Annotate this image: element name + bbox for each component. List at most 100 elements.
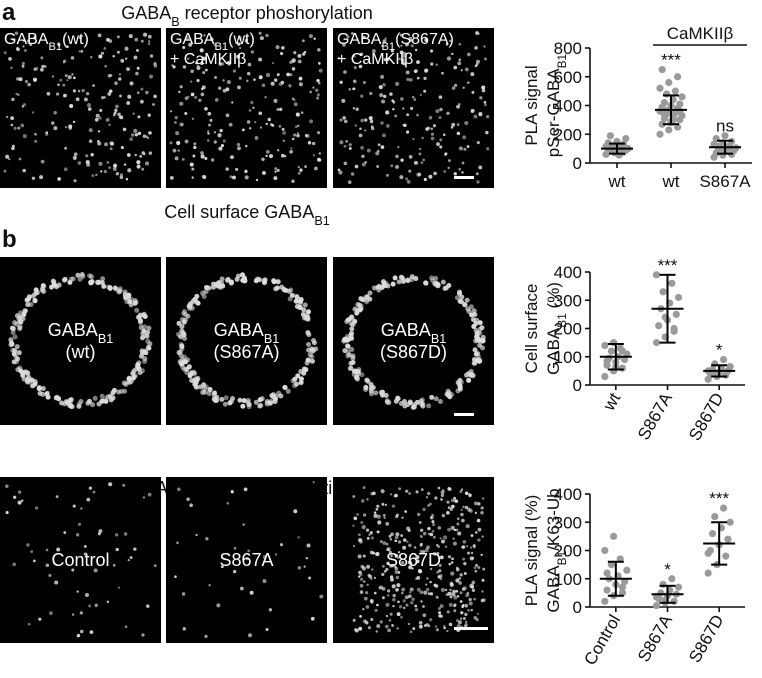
speckle bbox=[431, 513, 435, 517]
speckle bbox=[439, 577, 443, 581]
speckle bbox=[402, 107, 405, 110]
speckle bbox=[364, 377, 370, 383]
speckle bbox=[11, 351, 17, 357]
speckle bbox=[40, 386, 46, 392]
speckle bbox=[438, 574, 443, 578]
speckle bbox=[395, 514, 399, 519]
speckle bbox=[193, 384, 199, 390]
speckle bbox=[114, 533, 119, 537]
speckle bbox=[222, 401, 228, 407]
speckle bbox=[53, 111, 57, 115]
speckle bbox=[114, 108, 118, 112]
speckle bbox=[390, 532, 394, 536]
speckle bbox=[424, 68, 429, 73]
speckle bbox=[22, 103, 27, 107]
speckle bbox=[278, 393, 284, 399]
speckle bbox=[281, 127, 285, 131]
speckle bbox=[451, 86, 456, 90]
speckle bbox=[117, 586, 120, 589]
speckle bbox=[429, 49, 434, 53]
speckle bbox=[430, 278, 436, 284]
speckle bbox=[416, 76, 420, 80]
speckle bbox=[459, 489, 463, 494]
speckle bbox=[348, 143, 352, 147]
speckle bbox=[201, 293, 207, 299]
speckle bbox=[376, 624, 381, 628]
speckle bbox=[262, 579, 267, 584]
speckle bbox=[400, 275, 406, 281]
speckle bbox=[483, 100, 487, 104]
speckle bbox=[309, 354, 315, 360]
speckle bbox=[452, 593, 456, 597]
speckle bbox=[391, 99, 395, 103]
speckle bbox=[396, 627, 399, 630]
speckle bbox=[448, 562, 452, 566]
speckle bbox=[464, 120, 469, 126]
speckle bbox=[453, 65, 458, 70]
panel-title-part: GABA bbox=[121, 3, 171, 23]
speckle bbox=[14, 356, 20, 362]
speckle bbox=[455, 589, 459, 593]
data-point bbox=[601, 546, 609, 555]
speckle bbox=[26, 39, 30, 43]
speckle bbox=[245, 557, 249, 561]
speckle bbox=[454, 295, 460, 301]
speckle bbox=[345, 343, 351, 349]
image-label-part: Control bbox=[51, 550, 109, 570]
speckle bbox=[343, 119, 348, 124]
speckle bbox=[109, 147, 113, 151]
speckle bbox=[128, 302, 134, 308]
speckle bbox=[101, 283, 107, 289]
speckle bbox=[418, 624, 423, 629]
speckle bbox=[441, 71, 444, 75]
speckle bbox=[88, 280, 94, 286]
speckle bbox=[255, 276, 261, 282]
y-axis-label-part: PLA signal bbox=[522, 65, 541, 145]
speckle bbox=[294, 381, 300, 387]
speckle bbox=[429, 502, 432, 506]
speckle bbox=[134, 133, 138, 137]
speckle bbox=[67, 279, 73, 285]
speckle bbox=[414, 48, 418, 52]
speckle bbox=[75, 97, 80, 102]
speckle bbox=[169, 141, 173, 145]
speckle bbox=[140, 87, 144, 91]
speckle bbox=[446, 56, 452, 61]
speckle bbox=[437, 526, 442, 530]
speckle bbox=[253, 78, 256, 81]
speckle bbox=[420, 542, 423, 546]
speckle bbox=[430, 132, 434, 136]
speckle bbox=[120, 146, 124, 150]
speckle bbox=[436, 544, 439, 547]
speckle bbox=[225, 87, 230, 92]
speckle bbox=[414, 604, 418, 608]
speckle bbox=[275, 279, 281, 285]
speckle bbox=[297, 53, 302, 59]
speckle bbox=[463, 561, 467, 566]
speckle bbox=[373, 513, 378, 518]
speckle bbox=[250, 50, 255, 54]
speckle bbox=[305, 330, 311, 336]
speckle bbox=[312, 141, 316, 146]
speckle bbox=[446, 629, 449, 633]
panel-title-part: receptor phoshorylation bbox=[180, 3, 373, 23]
speckle bbox=[464, 505, 469, 510]
speckle bbox=[398, 605, 403, 609]
speckle bbox=[402, 62, 406, 66]
speckle bbox=[26, 543, 30, 547]
speckle bbox=[480, 345, 486, 351]
speckle bbox=[147, 113, 151, 117]
speckle bbox=[405, 70, 410, 75]
speckle bbox=[379, 540, 383, 544]
speckle bbox=[106, 38, 110, 42]
speckle bbox=[467, 52, 471, 57]
speckle bbox=[467, 507, 472, 512]
speckle bbox=[407, 399, 413, 405]
speckle bbox=[226, 60, 231, 65]
speckle bbox=[137, 319, 143, 325]
speckle bbox=[411, 597, 415, 602]
speckle bbox=[425, 587, 430, 592]
speckle bbox=[365, 528, 370, 532]
speckle bbox=[337, 168, 341, 172]
speckle bbox=[475, 31, 479, 35]
